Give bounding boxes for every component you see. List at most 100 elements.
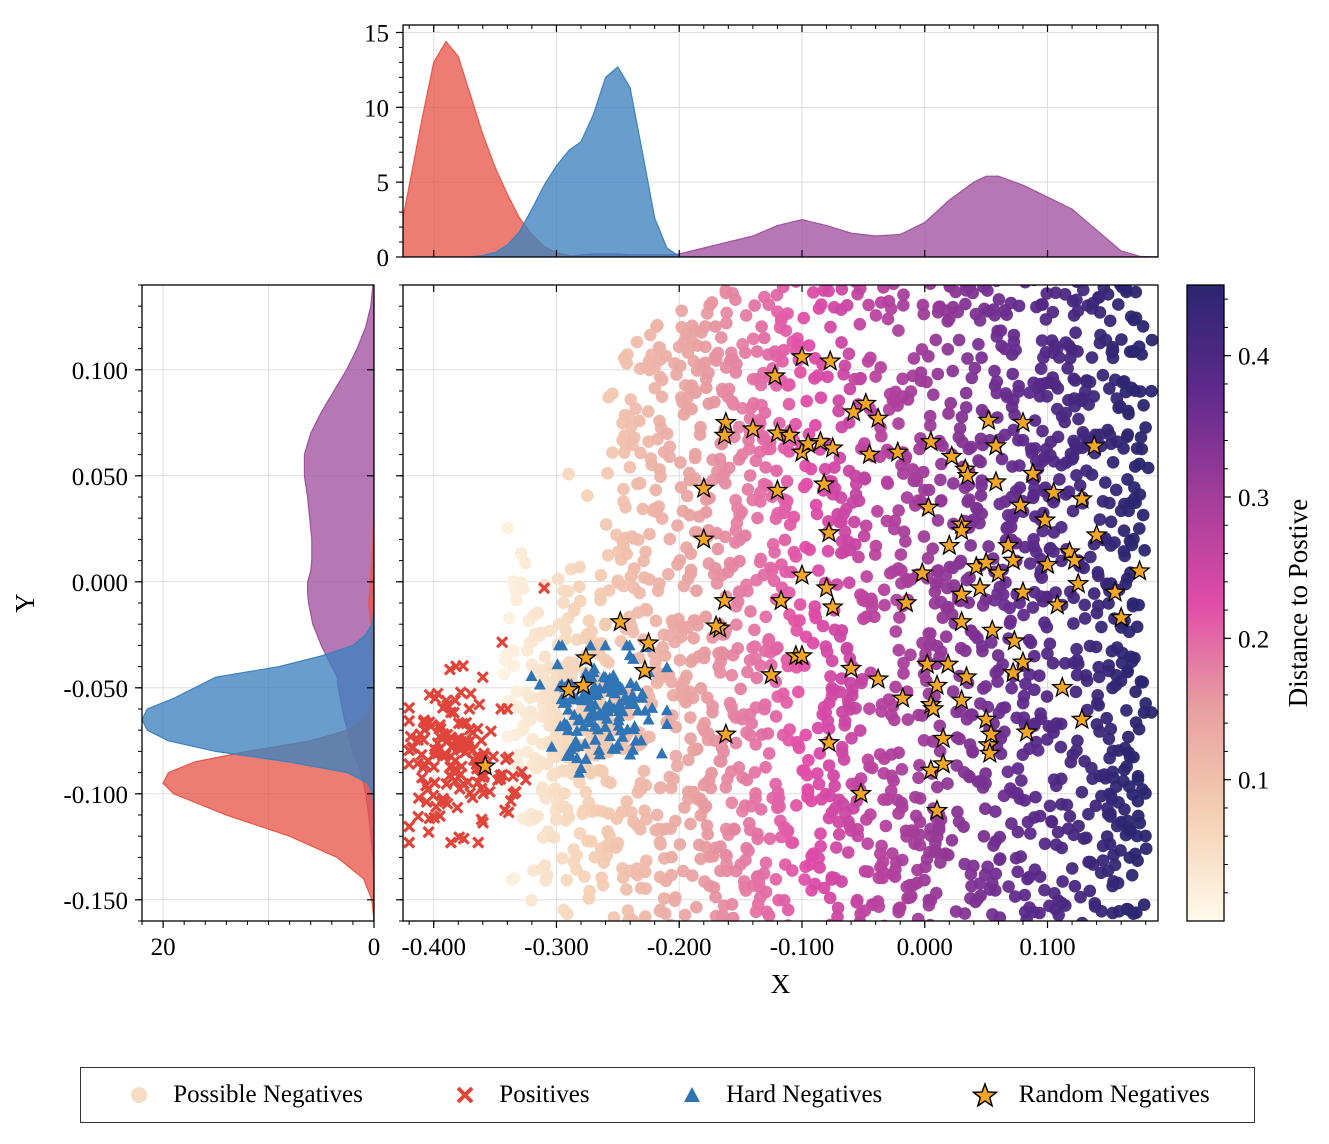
possible-negative-point [1109,483,1123,497]
possible-negative-point [748,766,762,779]
random-negative-marker [1015,720,1038,742]
possible-negative-point [711,346,725,360]
possible-negative-point [636,502,650,516]
possible-negative-point [643,573,656,586]
possible-negative-point [1121,428,1135,441]
possible-negative-point [1012,299,1026,313]
legend-label: Possible Negatives [173,1081,363,1108]
possible-negative-point [699,610,713,624]
possible-negative-point [657,892,671,905]
possible-negative-point [1072,819,1085,833]
possible-negative-point [1091,689,1104,702]
hard-negative-marker [525,669,538,681]
possible-negative-point [525,894,538,907]
random-negative-marker [1009,493,1032,516]
possible-negative-point [1071,304,1085,318]
possible-negative-point [798,873,811,886]
possible-negative-point [1077,940,1090,953]
y-tick-label: 0.100 [72,358,128,385]
random-negative-marker [1050,675,1074,698]
possible-negative-point [995,452,1009,466]
possible-negative-point [814,391,828,405]
possible-negative-point [799,728,812,742]
possible-negative-point [1071,345,1084,358]
possible-negative-point [1093,205,1106,218]
possible-negative-point [913,984,926,997]
possible-negative-point [1088,957,1101,970]
possible-negative-point [901,713,915,726]
possible-negative-point [854,772,868,785]
possible-negative-point [789,550,803,563]
possible-negative-point [897,467,910,480]
possible-negative-point [606,446,619,460]
possible-negative-point [1011,762,1025,775]
possible-negative-point [510,593,523,607]
possible-negative-point [674,456,687,469]
hard-negative-marker [629,734,642,746]
possible-negative-point [655,512,669,525]
colorbar: 0.1 0.2 0.3 0.4 Distance to Postive [1186,284,1313,922]
possible-negative-point [632,533,645,546]
possible-negative-point [684,732,697,745]
possible-negative-point [1087,193,1100,206]
positive-marker [471,722,484,735]
possible-negative-point [860,570,873,583]
positive-marker [477,747,491,760]
possible-negative-point [716,908,729,921]
random-negative-marker [987,561,1010,583]
possible-negative-point [831,901,845,915]
possible-negative-point [690,584,703,597]
possible-negative-point [959,644,972,658]
possible-negative-point [1139,787,1152,800]
possible-negative-point [924,419,937,432]
possible-negative-point [975,474,989,487]
possible-negative-point [852,550,865,564]
possible-negative-point [1093,306,1107,319]
random-negative-marker [1085,523,1108,545]
possible-negative-point [942,848,955,862]
possible-negative-point [1102,597,1115,610]
hard-negative-marker [545,740,558,752]
possible-negative-point [1082,807,1095,821]
possible-negative-point [924,963,937,976]
possible-negative-point [994,747,1008,761]
possible-negative-point [1100,711,1113,725]
random-negative-marker [1066,572,1090,594]
possible-negative-point [1071,734,1084,748]
possible-negative-point [1072,657,1085,671]
possible-negative-point [654,838,667,851]
possible-negative-point [1003,936,1016,949]
possible-negative-point [1132,722,1146,736]
random-negative-marker [473,754,497,776]
positive-marker [417,715,430,729]
colorbar-tick-label: 0.4 [1238,344,1270,371]
possible-negative-point [892,263,905,276]
possible-negative-point [1009,152,1022,165]
possible-negative-point [958,907,972,920]
possible-negative-point [857,931,870,944]
random-negative-marker [1058,540,1081,562]
positive-marker [424,720,437,733]
possible-negative-point [821,544,835,558]
possible-negative-point [966,286,979,300]
possible-negative-point [1016,433,1030,447]
random-negative-marker [925,798,949,821]
positive-marker [494,769,507,782]
possible-negative-point [686,691,700,705]
possible-negative-point [1006,367,1019,381]
possible-negative-point [838,208,851,221]
possible-negative-point [1087,270,1100,283]
possible-negative-point [689,447,702,461]
possible-negative-point [538,578,551,592]
positive-marker [463,702,476,716]
possible-negative-point [690,742,704,756]
possible-negative-point [637,764,651,778]
possible-negative-point [793,614,806,627]
possible-negative-point [1076,916,1089,921]
possible-negative-point [525,691,538,704]
random-negative-marker [984,470,1008,492]
possible-negative-point [973,963,986,976]
possible-negative-point [794,268,807,281]
possible-negative-point [975,507,988,520]
hard-negative-marker [603,681,616,693]
